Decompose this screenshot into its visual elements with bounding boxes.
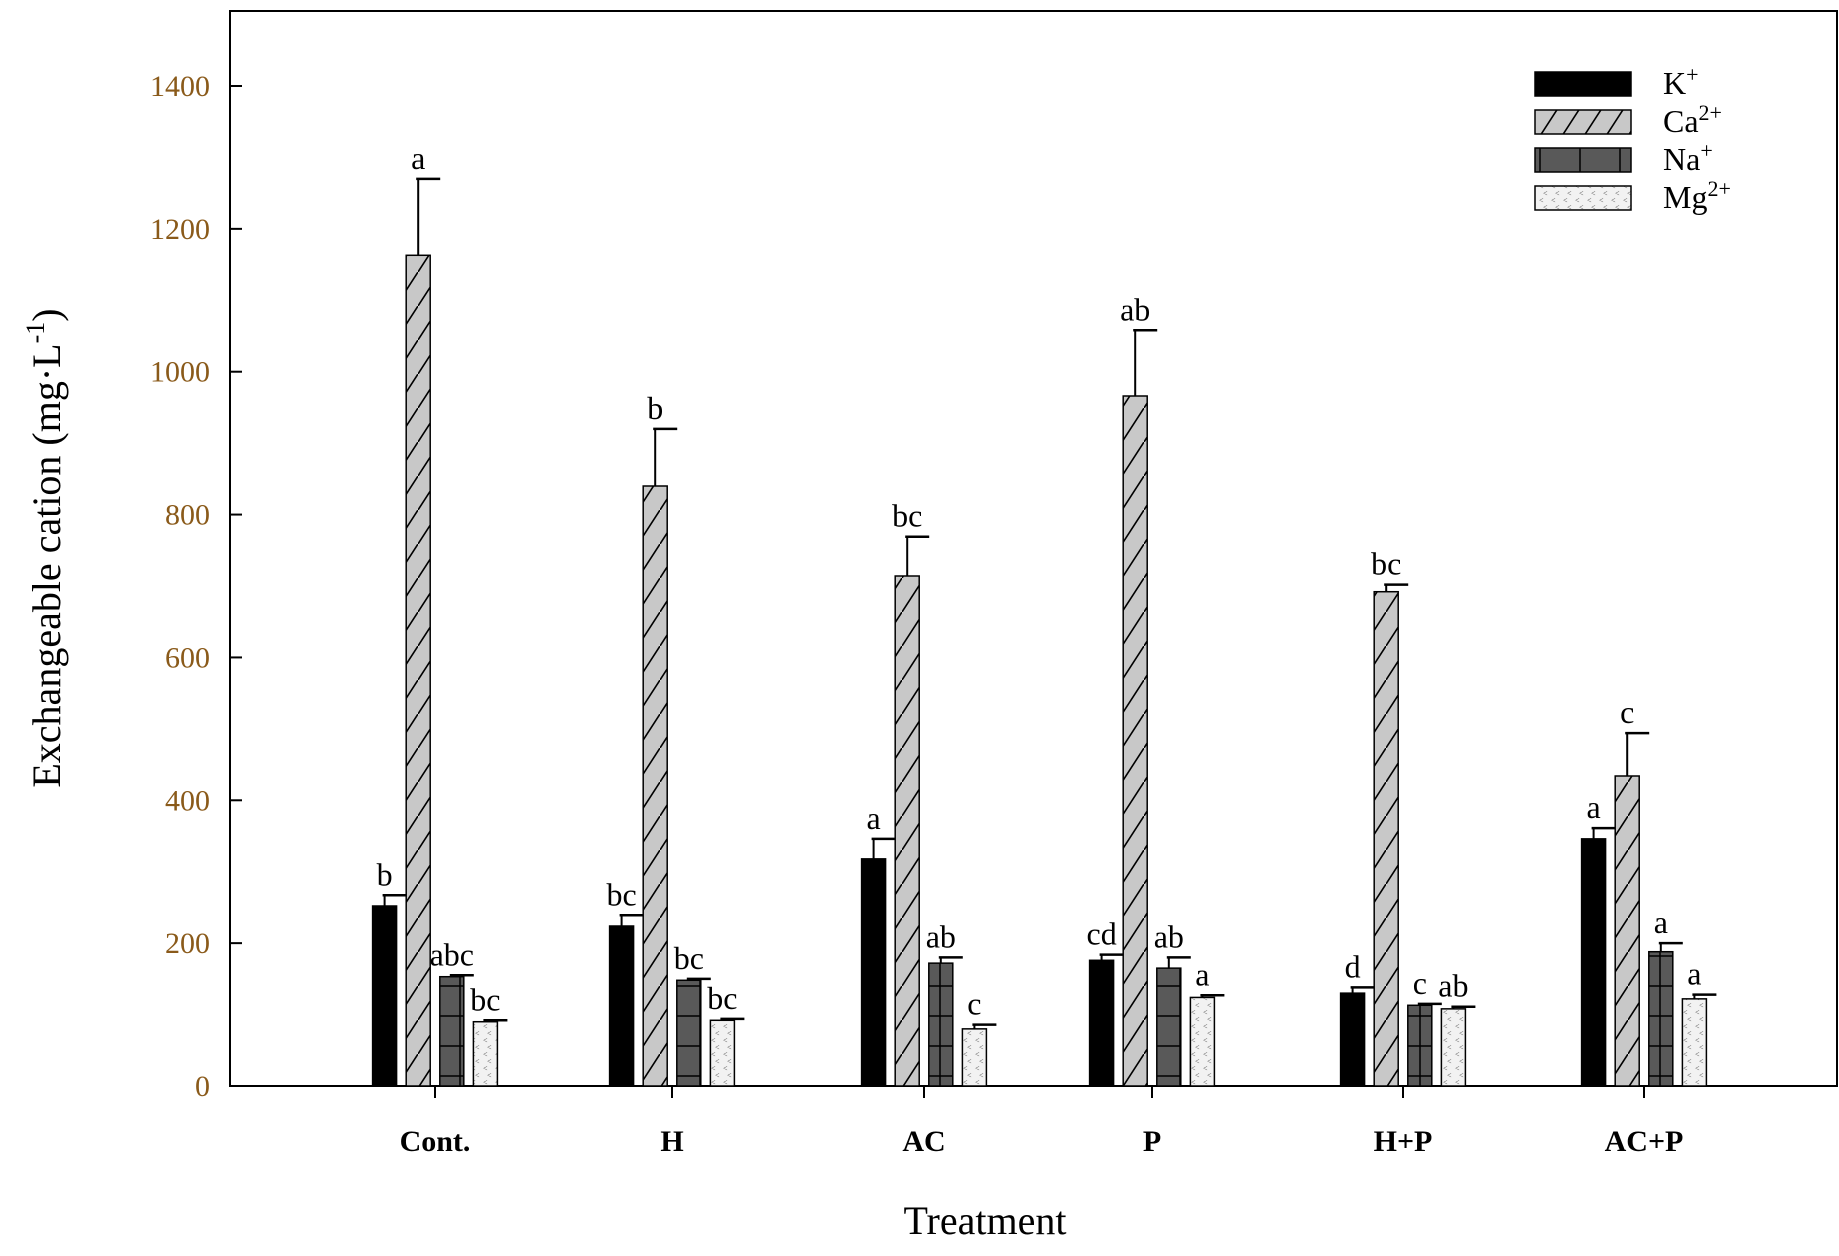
- x-tick-label: Cont.: [400, 1125, 471, 1158]
- bar-ca: [405, 254, 431, 1087]
- legend-swatch-mg: [1534, 185, 1632, 211]
- significance-letter: c: [967, 986, 981, 1022]
- y-tick-label: 800: [165, 499, 210, 532]
- bar-ca: [1614, 775, 1640, 1087]
- significance-letter: bc: [892, 498, 922, 534]
- bar-na: [1407, 1004, 1433, 1087]
- y-axis-title: Exchangeable cation (mg·L-1): [21, 308, 69, 787]
- significance-letter: c: [1413, 965, 1427, 1001]
- significance-letter: bc: [606, 876, 636, 912]
- bar-mg: [1681, 998, 1708, 1087]
- y-tick-label: 200: [165, 927, 210, 960]
- bar-mg: [709, 1019, 736, 1087]
- significance-letter: bc: [674, 940, 704, 976]
- significance-letter: ab: [1438, 968, 1468, 1004]
- y-axis-title-close: ): [24, 308, 69, 321]
- significance-letter: ab: [926, 918, 956, 954]
- legend-label-sup: +: [1700, 138, 1712, 163]
- y-tick-label: 400: [165, 784, 210, 817]
- bar-mg: [472, 1020, 499, 1087]
- significance-letter: cd: [1086, 916, 1116, 952]
- significance-letter: abc: [430, 936, 474, 972]
- bar-ca: [894, 575, 920, 1087]
- bar-ca: [642, 485, 668, 1087]
- legend-label-sup: +: [1686, 62, 1698, 87]
- y-tick-label: 0: [195, 1070, 210, 1103]
- bar-k: [1580, 838, 1607, 1087]
- x-tick-label: AC: [902, 1125, 945, 1158]
- legend-swatch-ca: [1534, 109, 1632, 135]
- y-axis: 0 200 400 600 800 1000 1200 1400: [150, 70, 242, 1103]
- bar-na: [1648, 950, 1674, 1087]
- significance-letter: b: [647, 390, 663, 426]
- significance-letter: ab: [1154, 918, 1184, 954]
- y-tick-label: 1200: [150, 213, 210, 246]
- legend-swatch-k: [1534, 71, 1632, 97]
- bar-na: [1156, 967, 1182, 1087]
- x-axis-title: Treatment: [904, 1198, 1067, 1243]
- y-axis-title-main: Exchangeable cation (mg·L: [24, 343, 69, 787]
- significance-letter: c: [1620, 694, 1634, 730]
- significance-letter: ab: [1120, 291, 1150, 327]
- y-tick-label: 600: [165, 641, 210, 674]
- significance-letter: bc: [1371, 546, 1401, 582]
- bar-ca: [1373, 590, 1399, 1087]
- y-tick-label: 1000: [150, 356, 210, 389]
- legend-label-base: Ca: [1663, 103, 1699, 139]
- bar-mg: [961, 1028, 988, 1087]
- bar-mg: [1440, 1008, 1467, 1087]
- legend-label-na: Na+: [1663, 138, 1713, 177]
- significance-letter: a: [866, 800, 880, 836]
- significance-letter: b: [377, 856, 393, 892]
- bar-na: [928, 962, 954, 1087]
- bar-k: [371, 905, 398, 1087]
- legend-label-sup: 2+: [1699, 100, 1722, 125]
- plot-frame: [229, 10, 1838, 1087]
- legend-label-base: Na: [1663, 141, 1700, 177]
- legend-label-base: Mg: [1663, 179, 1707, 215]
- legend-swatch-na: [1534, 147, 1632, 173]
- bar-na: [439, 975, 465, 1087]
- x-tick-label: H+P: [1374, 1125, 1433, 1158]
- significance-letter: a: [1586, 789, 1600, 825]
- bar-na: [676, 979, 702, 1087]
- legend-label-base: K: [1663, 65, 1686, 101]
- bar-k: [1088, 959, 1115, 1087]
- bar-k: [860, 858, 887, 1087]
- significance-letter: d: [1345, 948, 1361, 984]
- x-tick-label: P: [1143, 1125, 1161, 1158]
- x-tick-label: H: [660, 1125, 683, 1158]
- legend-label-k: K+: [1663, 62, 1699, 101]
- legend-label-mg: Mg2+: [1663, 176, 1731, 215]
- significance-letter: bc: [707, 980, 737, 1016]
- legend-label-ca: Ca2+: [1663, 100, 1722, 139]
- significance-letter: a: [411, 140, 425, 176]
- bar-k: [1339, 992, 1366, 1087]
- x-tick-label: AC+P: [1605, 1125, 1684, 1158]
- bar-mg: [1189, 996, 1216, 1087]
- y-tick-label: 1400: [150, 70, 210, 103]
- x-axis: Cont. H AC P H+P AC+P: [400, 1086, 1684, 1158]
- significance-letter: bc: [470, 981, 500, 1017]
- significance-letter: a: [1687, 956, 1701, 992]
- legend-label-sup: 2+: [1707, 176, 1730, 201]
- bar-ca: [1122, 395, 1148, 1087]
- bar-k: [608, 925, 635, 1087]
- y-axis-title-sup: -1: [21, 322, 50, 344]
- significance-letter: a: [1195, 956, 1209, 992]
- significance-letter: a: [1654, 904, 1668, 940]
- legend: K+Ca2+Na+Mg2+: [1534, 62, 1731, 215]
